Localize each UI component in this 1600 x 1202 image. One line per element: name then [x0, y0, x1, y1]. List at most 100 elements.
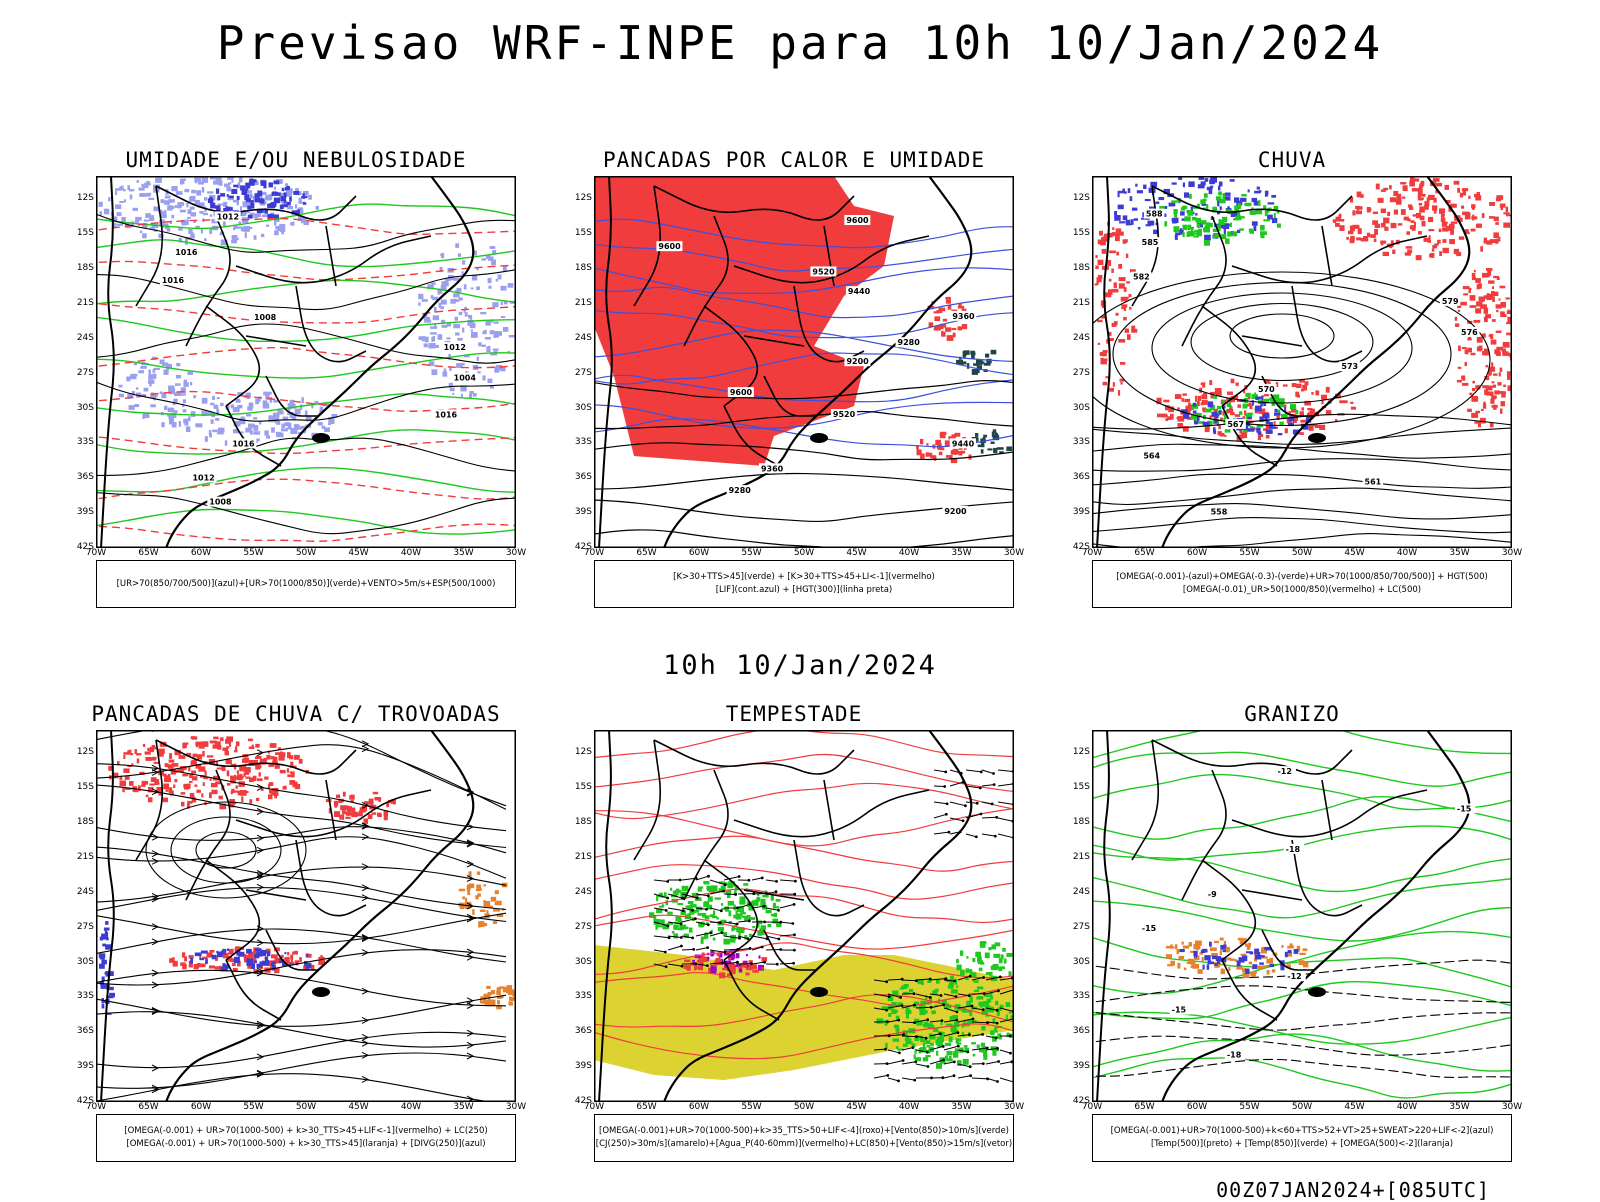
lon-tick-label: 60W: [1183, 1102, 1211, 1112]
humidity-high-cell: [266, 392, 272, 395]
rain-red-cell: [1116, 313, 1119, 316]
storm-red-cell: [227, 783, 231, 786]
storm-red-cell: [364, 819, 369, 824]
storm-red-cell: [215, 966, 219, 969]
rain-red-cell: [1123, 317, 1127, 321]
humidity-high-cell: [471, 330, 473, 332]
storm-red-cell: [240, 790, 247, 796]
wind850-green-cell: [925, 1055, 930, 1057]
rain-red-cell: [1442, 239, 1446, 243]
humidity-high-cell: [201, 229, 203, 233]
wind850-green-cell: [768, 924, 772, 927]
rain-red-cell: [1479, 346, 1483, 351]
storm-red-cell: [207, 755, 213, 757]
omega-blue-cell: [1257, 187, 1260, 190]
storm-red-cell: [163, 798, 168, 803]
border-line: [1202, 306, 1255, 406]
storm-red-cell: [234, 750, 238, 752]
omega-blue-cell: [1248, 189, 1250, 192]
water-red-cell: [752, 964, 757, 969]
omega-orange-cell: [1184, 968, 1187, 971]
divergence-blue-cell: [246, 949, 252, 954]
lat-tick-label: 27S: [66, 368, 94, 378]
humidity-high-cell: [298, 207, 303, 209]
storm-red-cell: [299, 957, 302, 962]
instability-red-cell: [947, 335, 954, 341]
streamline: [96, 1053, 506, 1088]
wind850-green-cell: [993, 954, 1000, 958]
omega-blue-cell: [1270, 422, 1273, 427]
humidity-high-cell: [183, 409, 187, 412]
omega-orange-cell: [1299, 960, 1305, 965]
wind850-green-cell: [947, 1059, 953, 1062]
wind-vector: [982, 817, 997, 818]
omega-orange-cell: [1189, 942, 1192, 946]
lat-tick-label: 12S: [66, 747, 94, 757]
storm-red-cell: [202, 751, 205, 757]
omega-green-cell: [1188, 225, 1192, 229]
rain-red-cell: [1406, 246, 1413, 249]
wind-vector-head: [975, 835, 978, 838]
rain-red-cell: [1465, 362, 1468, 366]
rain-red-cell: [1383, 252, 1389, 256]
humidity-high-cell: [281, 424, 284, 429]
rain-red-cell: [1373, 212, 1378, 214]
storm-red-cell: [237, 770, 239, 774]
border-line: [1132, 740, 1158, 860]
humidity-high-cell: [133, 208, 139, 211]
storm-red-cell: [209, 792, 212, 798]
wind-vector-head: [986, 1047, 989, 1050]
humidity-core-cell: [245, 183, 250, 189]
storm-red-cell: [226, 759, 232, 764]
wind-vector: [950, 802, 965, 806]
wind-vector-head: [996, 1022, 999, 1025]
rain-red-cell: [1310, 409, 1315, 412]
rain-red-cell: [1456, 252, 1461, 256]
humidity-high-cell: [217, 397, 220, 399]
contour-label: 558: [1211, 507, 1228, 516]
humidity-high-cell: [135, 217, 142, 221]
storm-red-cell: [152, 757, 157, 760]
rain-red-cell: [1389, 185, 1392, 189]
humidity-high-cell: [130, 195, 133, 200]
streamline: [96, 913, 506, 943]
rain-red-cell: [1198, 396, 1201, 401]
omega-green-cell: [1197, 224, 1200, 228]
humidity-high-cell: [422, 339, 426, 341]
omega-orange-cell: [1191, 966, 1197, 968]
wind-vector-head: [777, 909, 780, 912]
rain-red-cell: [1410, 225, 1413, 229]
contour-label: -12: [1287, 972, 1301, 981]
divergence-blue-cell: [262, 961, 268, 966]
humidity-high-cell: [453, 293, 460, 297]
omega-blue-cell: [1266, 429, 1273, 434]
hail-blue-cell: [1208, 960, 1212, 964]
wind850-green-cell: [992, 965, 998, 970]
lat-tick-label: 39S: [1062, 1061, 1090, 1071]
rain-red-cell: [1361, 238, 1367, 242]
lat-tick-label: 33S: [66, 437, 94, 447]
rain-red-cell: [1203, 393, 1207, 399]
wind850-green-cell: [981, 1026, 985, 1031]
water-red-cell: [728, 964, 730, 966]
storm-red-cell: [227, 751, 229, 756]
rain-red-cell: [1374, 239, 1377, 243]
rain-red-cell: [1500, 286, 1506, 289]
omega-blue-cell: [1137, 190, 1143, 193]
humidity-high-cell: [224, 184, 230, 187]
rain-red-cell: [1439, 251, 1442, 256]
storm-orange-cell: [481, 1001, 488, 1004]
humidity-high-cell: [501, 302, 503, 306]
storm-red-cell: [169, 958, 174, 963]
rain-red-cell: [1383, 188, 1388, 190]
storm-orange-cell: [472, 909, 474, 915]
humidity-high-cell: [476, 286, 480, 290]
rain-red-cell: [1484, 317, 1488, 322]
omega-orange-cell: [1167, 964, 1173, 966]
wind-vector-head: [913, 1004, 916, 1007]
wind-vector-head: [724, 883, 727, 886]
rain-red-cell: [1502, 351, 1509, 356]
rain-red-cell: [1237, 404, 1241, 407]
rain-red-cell: [1455, 317, 1458, 321]
